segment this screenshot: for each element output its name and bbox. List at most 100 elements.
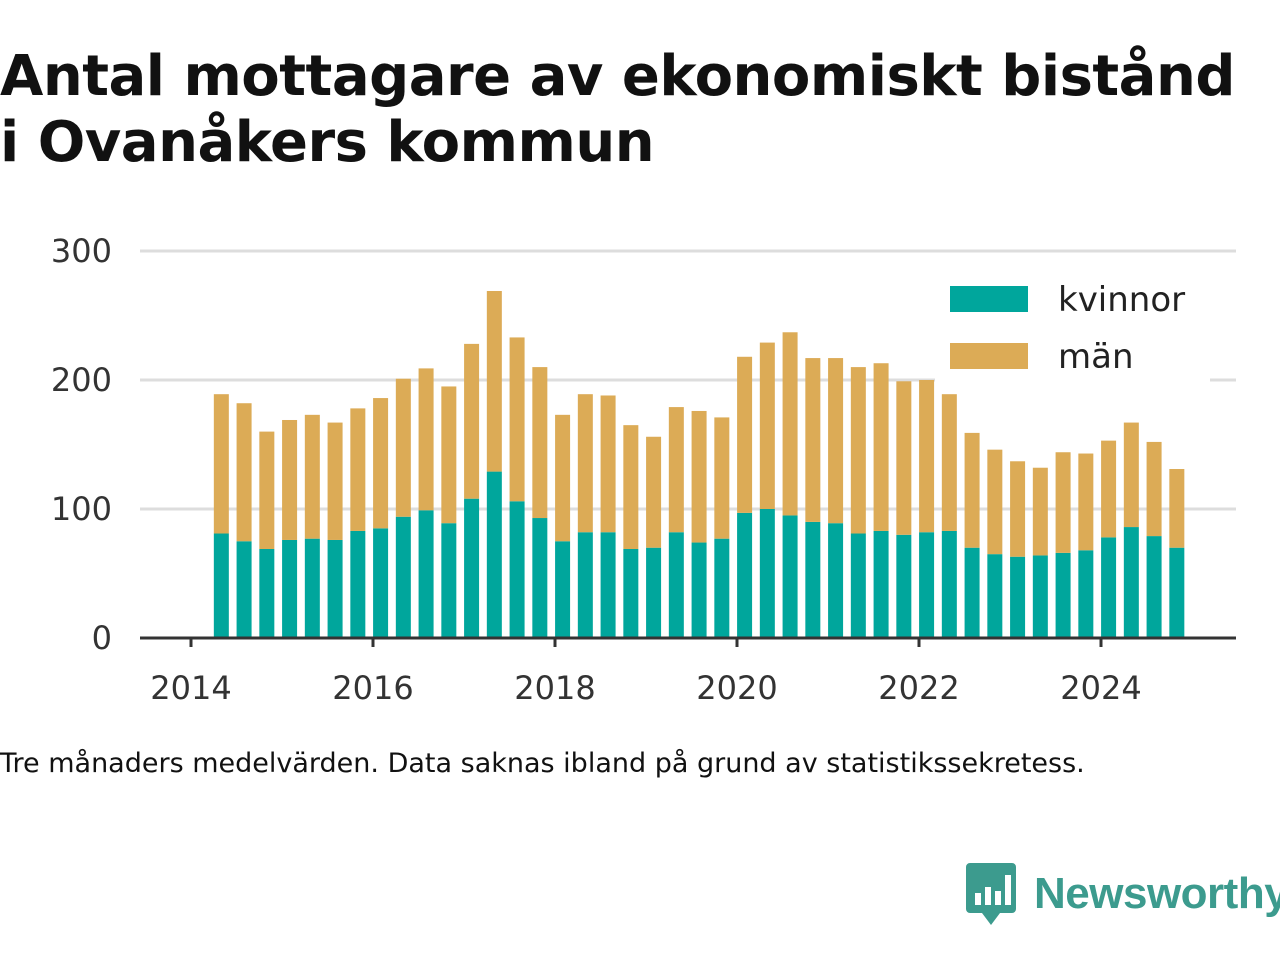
x-tick-label: 2020 [696, 669, 777, 707]
bar-män [1078, 453, 1094, 551]
bar-män [941, 394, 957, 531]
bar-män [395, 378, 411, 517]
bar-män [828, 358, 844, 524]
bar-kvinnor [941, 530, 957, 638]
chart-footnote: Tre månaders medelvärden. Data saknas ib… [0, 748, 1085, 779]
bar-kvinnor [896, 534, 912, 638]
y-tick-label: 100 [51, 490, 112, 528]
bar-kvinnor [873, 530, 889, 638]
bar-män [759, 342, 775, 509]
bar-män [532, 367, 548, 519]
axes: 0 100 200 300 2014 2016 2018 2020 2022 2024 [51, 232, 1236, 707]
bar-män [327, 422, 343, 540]
brand-name: Newsworthy [1034, 869, 1280, 918]
bar-kvinnor [919, 532, 935, 638]
bar-kvinnor [1123, 527, 1139, 638]
bar-kvinnor [259, 548, 275, 638]
newsworthy-logo-icon [966, 863, 1016, 925]
bar-kvinnor [1078, 550, 1094, 638]
bar-kvinnor [509, 501, 525, 638]
bar-män [486, 290, 502, 472]
bar-kvinnor [304, 538, 320, 638]
bar-män [577, 394, 593, 533]
bar-män [1169, 469, 1185, 548]
x-tick-label: 2014 [150, 669, 231, 707]
bar-kvinnor [464, 498, 480, 638]
bar-män [282, 419, 298, 540]
stacked-bar-chart: 0 100 200 300 2014 2016 2018 2020 2022 2024 kvinn… [51, 232, 1236, 707]
bar-kvinnor [350, 530, 366, 638]
bar-män [373, 398, 389, 529]
bar-män [987, 449, 1003, 555]
bar-kvinnor [850, 533, 866, 638]
bar-kvinnor [395, 516, 411, 638]
bar-män [350, 408, 366, 531]
bar-kvinnor [828, 523, 844, 638]
bar-kvinnor [714, 538, 730, 638]
bar-kvinnor [805, 521, 821, 638]
bar-män [782, 332, 798, 516]
chart-title-line-1: Antal mottagare av ekonomiskt bistånd [0, 44, 1235, 109]
bar-kvinnor [236, 541, 252, 638]
bar-kvinnor [1146, 536, 1162, 638]
bar-kvinnor [691, 542, 707, 638]
bar-män [1146, 441, 1162, 537]
bar-män [304, 414, 320, 539]
bar-kvinnor [1055, 552, 1071, 638]
bar-män [896, 381, 912, 535]
bar-kvinnor [782, 515, 798, 638]
bar-kvinnor [282, 539, 298, 638]
bar-kvinnor [623, 548, 639, 638]
bar-kvinnor [486, 471, 502, 638]
bar-kvinnor [987, 554, 1003, 638]
chart-title-line-2: i Ovanåkers kommun [0, 110, 655, 175]
bar-män [646, 436, 662, 548]
bar-kvinnor [1101, 537, 1117, 638]
bar-män [919, 380, 935, 533]
bar-kvinnor [668, 532, 684, 638]
bar-män [509, 337, 525, 502]
bar-män [691, 410, 707, 543]
bar-män [737, 356, 753, 513]
bar-män [1123, 422, 1139, 528]
bar-kvinnor [600, 532, 616, 638]
y-tick-label: 300 [51, 232, 112, 270]
bar-kvinnor [1032, 555, 1048, 638]
bar-kvinnor [759, 509, 775, 638]
bar-män [600, 395, 616, 533]
x-tick-label: 2024 [1060, 669, 1141, 707]
bar-kvinnor [964, 547, 980, 638]
bar-män [623, 425, 639, 549]
bar-kvinnor [213, 533, 229, 638]
bar-kvinnor [327, 539, 343, 638]
bar-män [714, 417, 730, 539]
bar-män [850, 367, 866, 534]
bar-kvinnor [532, 518, 548, 638]
x-tick-label: 2022 [878, 669, 959, 707]
bar-kvinnor [555, 541, 571, 638]
chart-title: Antal mottagare av ekonomiskt bistånd i … [0, 44, 1280, 176]
bar-kvinnor [646, 547, 662, 638]
bar-män [464, 343, 480, 499]
bar-kvinnor [441, 523, 457, 638]
bar-män [1032, 467, 1048, 556]
bar-män [259, 431, 275, 549]
bar-män [213, 394, 229, 534]
y-tick-label: 200 [51, 361, 112, 399]
bar-kvinnor [1010, 556, 1026, 638]
bar-män [668, 407, 684, 533]
bars [213, 290, 1185, 638]
bar-män [441, 386, 457, 524]
bar-kvinnor [418, 510, 434, 638]
bar-män [555, 414, 571, 542]
bar-män [964, 432, 980, 548]
legend-swatch-kvinnor [950, 286, 1028, 312]
bar-kvinnor [577, 532, 593, 638]
bar-män [236, 403, 252, 542]
x-tick-label: 2016 [332, 669, 413, 707]
legend-label-kvinnor: kvinnor [1058, 280, 1185, 320]
y-tick-label: 0 [92, 619, 112, 657]
bar-kvinnor [373, 528, 389, 638]
newsworthy-brand[interactable]: Newsworthy [966, 862, 1280, 926]
legend: kvinnor män [935, 265, 1210, 385]
